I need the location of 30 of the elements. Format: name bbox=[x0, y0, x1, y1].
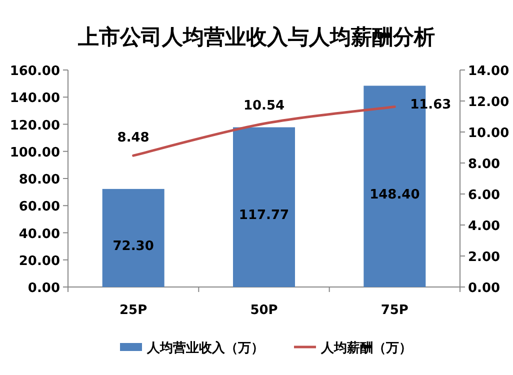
x-tick-label: 50P bbox=[250, 303, 278, 318]
y-tick-label: 40.00 bbox=[18, 226, 60, 242]
legend-label: 人均薪酬（万） bbox=[320, 340, 412, 356]
y2-tick-label: 6.00 bbox=[468, 188, 500, 203]
y-tick-label: 140.00 bbox=[10, 91, 60, 106]
y2-tick-label: 2.00 bbox=[468, 250, 500, 265]
data-label: 10.54 bbox=[243, 98, 285, 114]
y2-tick-label: 4.00 bbox=[468, 219, 500, 234]
x-tick-label: 25P bbox=[120, 303, 148, 318]
data-label: 8.48 bbox=[117, 130, 150, 146]
y-tick-label: 100.00 bbox=[10, 145, 60, 160]
data-label: 148.40 bbox=[370, 187, 420, 202]
y-tick-label: 120.00 bbox=[10, 118, 60, 134]
y-tick-label: 80.00 bbox=[18, 172, 60, 188]
bar bbox=[102, 188, 164, 287]
y-tick-label: 0.00 bbox=[28, 281, 60, 296]
y2-tick-label: 14.00 bbox=[468, 64, 510, 79]
y2-tick-label: 0.00 bbox=[468, 281, 500, 296]
y2-tick-label: 10.00 bbox=[468, 126, 510, 141]
data-label: 117.77 bbox=[238, 208, 290, 224]
chart-title: 上市公司人均营业收入与人均薪酬分析 bbox=[77, 25, 435, 49]
y2-tick-label: 12.00 bbox=[468, 95, 510, 110]
bar bbox=[233, 127, 295, 287]
x-tick-label: 75P bbox=[380, 303, 408, 318]
y2-tick-label: 8.00 bbox=[468, 157, 500, 172]
y-tick-label: 60.00 bbox=[18, 200, 60, 215]
data-label: 72.30 bbox=[112, 238, 154, 254]
y-tick-label: 20.00 bbox=[18, 254, 60, 269]
y-tick-label: 160.00 bbox=[10, 64, 60, 79]
legend-label: 人均营业收入（万） bbox=[146, 340, 264, 356]
